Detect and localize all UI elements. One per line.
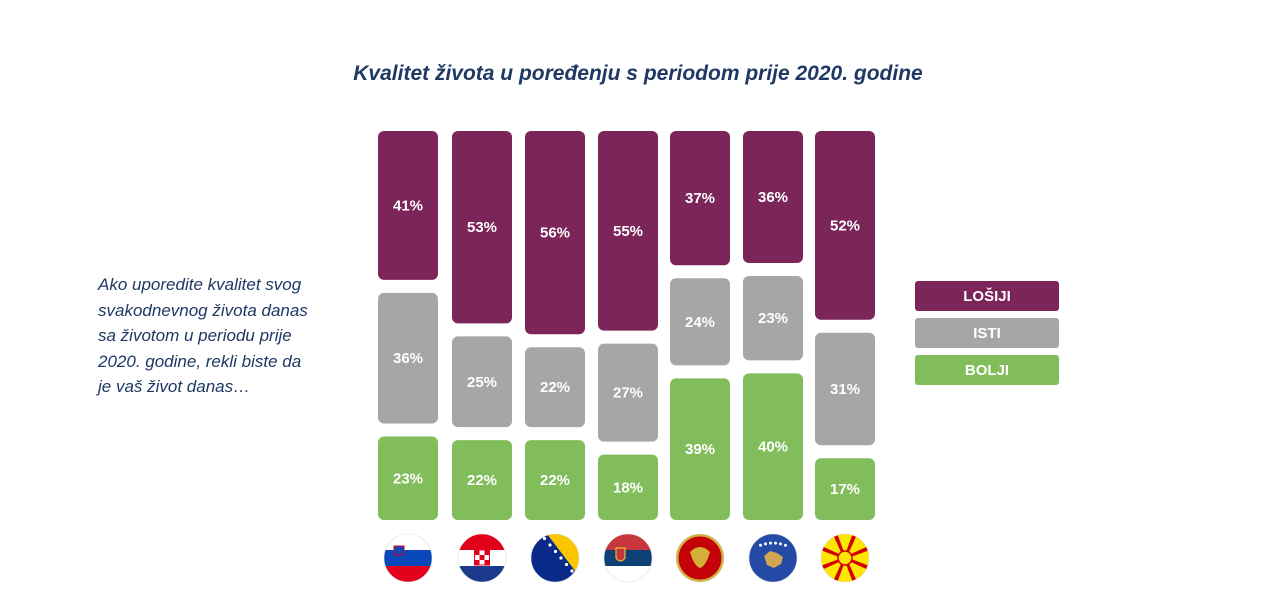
bar-losiji-kosovo — [743, 131, 803, 263]
flag-slovenia-icon — [383, 533, 433, 583]
flag-north-macedonia-icon — [820, 533, 870, 583]
bar-isti-kosovo — [743, 276, 803, 361]
legend-item-bolji: BOLJI — [915, 355, 1059, 385]
data-label-losiji-north-macedonia: 52% — [830, 217, 860, 234]
survey-question: Ako uporedite kvalitet svog svakodnevnog… — [98, 275, 308, 396]
data-label-bolji-slovenia: 23% — [393, 470, 423, 487]
bar-bolji-serbia — [598, 454, 658, 520]
bar-bolji-montenegro — [670, 378, 730, 520]
flag-croatia-icon — [457, 533, 507, 583]
legend-item-losiji: LOŠIJI — [915, 281, 1059, 311]
data-label-isti-serbia: 27% — [613, 385, 643, 402]
data-label-isti-bosnia-and-herzegovina: 22% — [540, 379, 570, 396]
data-label-bolji-bosnia-and-herzegovina: 22% — [540, 472, 570, 489]
data-label-bolji-croatia: 22% — [467, 472, 497, 489]
bar-losiji-north-macedonia — [815, 131, 875, 320]
bar-bolji-kosovo — [743, 373, 803, 520]
bar-losiji-slovenia — [378, 131, 438, 280]
bar-bolji-croatia — [452, 440, 512, 520]
data-label-bolji-montenegro: 39% — [685, 441, 715, 458]
data-label-losiji-croatia: 53% — [467, 219, 497, 236]
bar-losiji-bosnia-and-herzegovina — [525, 131, 585, 335]
bar-losiji-croatia — [452, 131, 512, 324]
data-label-losiji-slovenia: 41% — [393, 197, 423, 214]
bar-isti-croatia — [452, 336, 512, 428]
bar-bolji-slovenia — [378, 436, 438, 520]
data-label-losiji-serbia: 55% — [613, 223, 643, 240]
data-label-losiji-bosnia-and-herzegovina: 56% — [540, 225, 570, 242]
bar-isti-north-macedonia — [815, 332, 875, 446]
flag-serbia-icon — [603, 533, 653, 583]
bar-isti-montenegro — [670, 278, 730, 366]
bar-losiji-serbia — [598, 131, 658, 331]
flag-bosnia-and-herzegovina-icon — [530, 533, 580, 583]
data-label-losiji-montenegro: 37% — [685, 190, 715, 207]
bar-bolji-north-macedonia — [815, 458, 875, 520]
bar-isti-slovenia — [378, 292, 438, 424]
data-label-bolji-kosovo: 40% — [758, 439, 788, 456]
data-label-isti-north-macedonia: 31% — [830, 381, 860, 398]
chart-title: Kvalitet života u poređenju s periodom p… — [353, 62, 923, 85]
data-label-isti-montenegro: 24% — [685, 314, 715, 331]
legend-item-isti: ISTI — [915, 318, 1059, 348]
data-label-isti-croatia: 25% — [467, 374, 497, 391]
data-label-bolji-north-macedonia: 17% — [830, 481, 860, 498]
data-label-bolji-serbia: 18% — [613, 479, 643, 496]
flag-montenegro-icon — [675, 533, 725, 583]
bar-bolji-bosnia-and-herzegovina — [525, 440, 585, 520]
data-label-isti-kosovo: 23% — [758, 310, 788, 327]
bar-losiji-montenegro — [670, 131, 730, 266]
data-label-losiji-kosovo: 36% — [758, 189, 788, 206]
bar-isti-bosnia-and-herzegovina — [525, 347, 585, 428]
bar-isti-serbia — [598, 343, 658, 442]
flag-kosovo-icon — [748, 533, 798, 583]
data-label-isti-slovenia: 36% — [393, 350, 423, 367]
